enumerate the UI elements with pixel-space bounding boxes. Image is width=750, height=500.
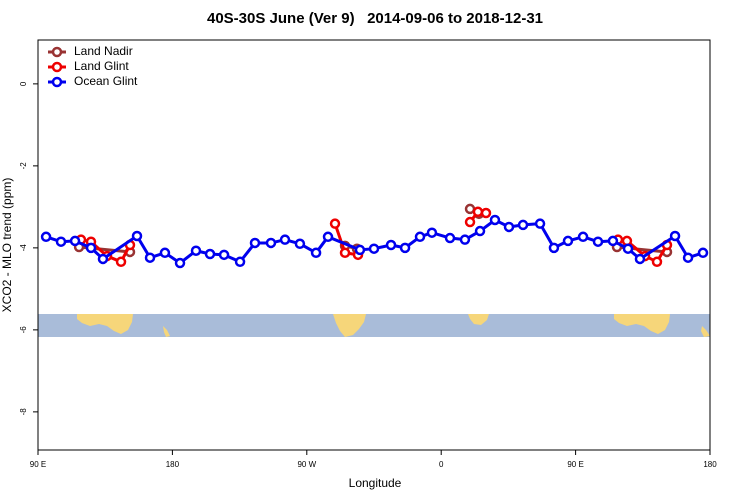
point [174,257,186,269]
y-axis-label: XCO2 - MLO trend (ppm) [0,178,14,313]
plot-frame [37,39,711,451]
point [414,231,426,243]
point [294,238,306,250]
series-line [45,218,704,265]
point [669,230,681,242]
y-tick-label: 0 [19,81,28,86]
point [592,236,604,247]
point [480,207,492,219]
point [249,237,261,249]
point [489,214,501,226]
legend-swatch-marker [51,61,63,73]
y-tick-label: -8 [19,408,28,416]
y-tick-label: -6 [19,326,28,334]
point [190,245,202,256]
point [85,242,97,254]
point [322,231,334,243]
legend-swatch-marker [51,46,63,58]
point [459,234,471,245]
point [159,247,171,259]
point [329,218,341,229]
point [548,242,560,254]
point [385,239,397,251]
point [69,235,81,247]
point [444,232,456,244]
point [534,218,546,229]
point [464,216,476,228]
point [204,248,216,260]
point [426,227,438,238]
x-tick-label: 90 E [567,460,583,469]
map-strip [38,314,710,337]
point [218,249,230,261]
x-tick-label: 0 [439,460,444,469]
point [97,253,109,265]
point [577,231,589,243]
point [339,247,351,259]
point [115,256,127,268]
point [472,206,484,218]
point [55,236,67,247]
point [234,256,246,268]
point [354,244,366,256]
chart-title: 40S-30S June (Ver 9) 2014-09-06 to 2018-… [207,10,543,27]
point [40,231,52,243]
point [368,243,380,254]
point [634,253,646,265]
point [503,221,515,233]
point [265,237,277,249]
point [474,225,486,237]
x-tick-label: 180 [166,460,180,469]
legend-label: Ocean Glint [74,74,138,88]
point [131,230,143,242]
x-tick-label: 90 W [297,460,316,469]
point [399,242,411,254]
point [517,219,529,231]
point [622,243,634,254]
legend-label: Land Glint [74,59,129,73]
point [562,235,574,247]
point [682,252,694,263]
point [144,252,156,263]
x-tick-label: 90 E [30,460,46,469]
x-axis-label: Longitude [349,476,402,490]
point [607,235,619,247]
legend-label: Land Nadir [74,44,133,58]
y-tick-label: -4 [19,244,28,252]
legend-swatch-marker [51,76,63,88]
point [651,256,663,268]
point [697,247,709,259]
x-tick-label: 180 [703,460,717,469]
point [310,247,322,259]
point [279,234,291,245]
y-tick-label: -2 [19,162,28,170]
